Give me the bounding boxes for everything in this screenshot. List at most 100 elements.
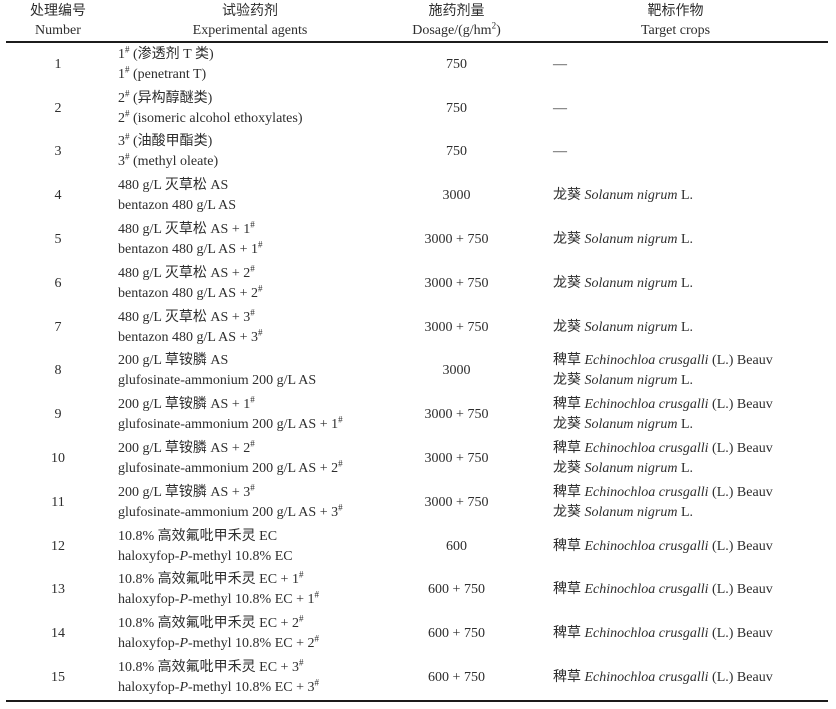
cell-number: 6 [54, 275, 62, 291]
agent-name-en: haloxyfop-P-methyl 10.8% EC + 2# [118, 633, 319, 652]
agent-name-en: glufosinate-ammonium 200 g/L AS + 2# [118, 458, 343, 477]
cell-number: 4 [54, 188, 62, 204]
cell-agents: 200 g/L 草铵膦 AS glufosinate-ammonium 200 g… [110, 351, 390, 391]
table-row: 5 480 g/L 灭草松 AS + 1# bentazon 480 g/L AS … [6, 218, 828, 262]
table-row: 4 480 g/L 灭草松 AS bentazon 480 g/L AS 3000 龙葵… [6, 174, 828, 218]
cell-dosage: 3000 + 750 [424, 494, 489, 510]
cell-targets: 稗草 Echinochloa crusgalli (L.) Beauv [523, 624, 828, 644]
cell-number: 9 [54, 407, 62, 423]
agent-name-en: haloxyfop-P-methyl 10.8% EC [118, 548, 293, 564]
target-crop: 龙葵 Solanum nigrum L. [553, 373, 694, 389]
cell-targets: — [523, 55, 828, 75]
agent-name-en: 3# (methyl oleate) [118, 151, 219, 170]
header-agents-zh: 试验药剂 [222, 3, 278, 19]
table-row: 3 3# (油酸甲酯类) 3# (methyl oleate) 750 — [6, 131, 828, 175]
header-dosage-zh: 施药剂量 [428, 3, 485, 19]
table-row: 11 200 g/L 草铵膦 AS + 3# glufosinate-ammoniu… [6, 481, 828, 525]
cell-dosage: 750 [446, 56, 467, 72]
agent-name-zh: 10.8% 高效氟吡甲禾灵 EC + 3# [118, 657, 304, 676]
agent-name-zh: 480 g/L 灭草松 AS + 2# [118, 263, 255, 281]
agent-name-zh: 1# (渗透剂 T 类) [118, 44, 214, 62]
cell-agents: 2# (异构醇醚类) 2# (isomeric alcohol ethoxylat… [110, 89, 390, 129]
target-crop: — [553, 144, 567, 160]
cell-targets: 稗草 Echinochloa crusgalli (L.) Beauv 龙葵 So… [523, 439, 828, 479]
header-targets-zh: 靶标作物 [647, 3, 704, 19]
cell-dosage: 3000 [442, 188, 471, 204]
cell-agents: 200 g/L 草铵膦 AS + 3# glufosinate-ammonium … [110, 483, 390, 523]
cell-targets: 稗草 Echinochloa crusgalli (L.) Beauv 龙葵 So… [523, 395, 828, 435]
cell-agents: 480 g/L 灭草松 AS + 2# bentazon 480 g/L AS +… [110, 264, 390, 304]
cell-number: 1 [54, 56, 62, 72]
agent-name-zh: 200 g/L 草铵膦 AS + 3# [118, 482, 255, 500]
agent-name-zh: 480 g/L 灭草松 AS + 3# [118, 307, 255, 325]
cell-number: 12 [51, 538, 65, 554]
target-crop: 稗草 Echinochloa crusgalli (L.) Beauv [553, 626, 773, 642]
cell-dosage: 3000 + 750 [424, 407, 489, 423]
agent-name-en: glufosinate-ammonium 200 g/L AS + 1# [118, 414, 343, 433]
cell-targets: — [523, 142, 828, 162]
cell-dosage: 3000 + 750 [424, 319, 489, 335]
cell-targets: 龙葵 Solanum nigrum L. [523, 230, 828, 250]
agent-name-en: glufosinate-ammonium 200 g/L AS + 3# [118, 502, 343, 520]
cell-targets: 龙葵 Solanum nigrum L. [523, 318, 828, 338]
cell-targets: 龙葵 Solanum nigrum L. [523, 274, 828, 294]
target-crop: 龙葵 Solanum nigrum L. [553, 188, 694, 204]
cell-agents: 480 g/L 灭草松 AS bentazon 480 g/L AS [110, 176, 390, 216]
cell-agents: 1# (渗透剂 T 类) 1# (penetrant T) [110, 45, 390, 85]
agent-name-zh: 200 g/L 草铵膦 AS [118, 353, 229, 369]
agent-name-zh: 10.8% 高效氟吡甲禾灵 EC [118, 528, 278, 544]
cell-dosage: 3000 + 750 [424, 275, 489, 291]
cell-number: 2 [54, 100, 62, 116]
cell-agents: 200 g/L 草铵膦 AS + 1# glufosinate-ammonium … [110, 395, 390, 435]
cell-agents: 200 g/L 草铵膦 AS + 2# glufosinate-ammonium … [110, 439, 390, 479]
table-row: 13 10.8% 高效氟吡甲禾灵 EC + 1# haloxyfop-P-methy… [6, 569, 828, 613]
target-crop: — [553, 56, 567, 72]
header-targets: 靶标作物 Target crops [523, 2, 828, 40]
cell-agents: 480 g/L 灭草松 AS + 1# bentazon 480 g/L AS +… [110, 220, 390, 260]
cell-number: 5 [54, 232, 62, 248]
agent-name-zh: 2# (异构醇醚类) [118, 88, 213, 106]
cell-dosage: 750 [446, 100, 467, 116]
target-crop: 稗草 Echinochloa crusgalli (L.) Beauv [553, 397, 773, 413]
cell-number: 8 [54, 363, 62, 379]
cell-agents: 10.8% 高效氟吡甲禾灵 EC haloxyfop-P-methyl 10.8%… [110, 527, 390, 567]
header-dosage-en: Dosage/(g/hm2) [412, 19, 501, 38]
agent-name-en: haloxyfop-P-methyl 10.8% EC + 1# [118, 589, 319, 608]
cell-targets: 稗草 Echinochloa crusgalli (L.) Beauv 龙葵 So… [523, 483, 828, 523]
table-row: 9 200 g/L 草铵膦 AS + 1# glufosinate-ammonium… [6, 393, 828, 437]
table-row: 10 200 g/L 草铵膦 AS + 2# glufosinate-ammoniu… [6, 437, 828, 481]
header-number: 处理编号 Number [6, 2, 110, 40]
agent-name-zh: 10.8% 高效氟吡甲禾灵 EC + 2# [118, 613, 304, 632]
agent-name-zh: 3# (油酸甲酯类) [118, 131, 213, 150]
target-crop: 龙葵 Solanum nigrum L. [553, 275, 694, 291]
target-crop: 龙葵 Solanum nigrum L. [553, 461, 694, 477]
table-row: 6 480 g/L 灭草松 AS + 2# bentazon 480 g/L AS … [6, 262, 828, 306]
cell-dosage: 600 + 750 [428, 626, 485, 642]
target-crop: 龙葵 Solanum nigrum L. [553, 504, 694, 520]
header-agents: 试验药剂 Experimental agents [110, 2, 390, 40]
cell-dosage: 600 + 750 [428, 582, 485, 598]
cell-number: 10 [51, 451, 65, 467]
target-crop: 龙葵 Solanum nigrum L. [553, 232, 694, 248]
agent-name-zh: 480 g/L 灭草松 AS [118, 178, 229, 194]
header-dosage: 施药剂量 Dosage/(g/hm2) [390, 2, 523, 40]
agent-name-en: 1# (penetrant T) [118, 64, 207, 82]
cell-agents: 480 g/L 灭草松 AS + 3# bentazon 480 g/L AS +… [110, 308, 390, 348]
target-crop: 稗草 Echinochloa crusgalli (L.) Beauv [553, 441, 773, 457]
agent-name-zh: 200 g/L 草铵膦 AS + 2# [118, 438, 255, 457]
header-number-zh: 处理编号 [30, 3, 86, 19]
cell-dosage: 3000 [442, 363, 471, 379]
cell-number: 3 [54, 144, 62, 160]
target-crop: 稗草 Echinochloa crusgalli (L.) Beauv [553, 582, 773, 598]
table-row: 15 10.8% 高效氟吡甲禾灵 EC + 3# haloxyfop-P-methy… [6, 656, 828, 700]
agent-name-en: bentazon 480 g/L AS + 2# [118, 283, 263, 301]
cell-number: 11 [51, 494, 65, 510]
cell-targets: 稗草 Echinochloa crusgalli (L.) Beauv [523, 668, 828, 688]
table-row: 2 2# (异构醇醚类) 2# (isomeric alcohol ethoxyla… [6, 87, 828, 131]
cell-targets: 稗草 Echinochloa crusgalli (L.) Beauv [523, 537, 828, 557]
target-crop: — [553, 100, 567, 116]
table-row: 7 480 g/L 灭草松 AS + 3# bentazon 480 g/L AS … [6, 306, 828, 350]
header-targets-en: Target crops [640, 22, 711, 38]
target-crop: 稗草 Echinochloa crusgalli (L.) Beauv [553, 538, 773, 554]
